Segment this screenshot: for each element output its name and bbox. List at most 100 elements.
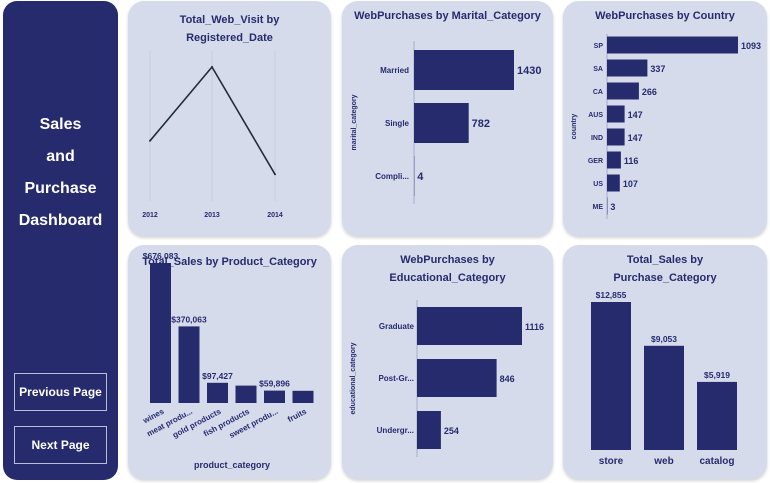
data-label: 782	[472, 118, 490, 130]
dashboard-title-line: and	[46, 148, 75, 165]
category-label: fruits	[286, 407, 308, 425]
data-label: 4	[417, 171, 424, 183]
y-axis-label: educational_category	[350, 342, 357, 414]
chart-title: Total_Sales by Purchase_Category	[563, 251, 767, 287]
bar	[207, 382, 228, 403]
bar	[607, 105, 625, 123]
chart-title-line: Total_Sales by	[626, 254, 704, 266]
card-country: WebPurchases by Country SP 1093 SA 337 CA 266…	[563, 1, 767, 236]
category-label: ME	[593, 204, 604, 211]
data-point	[211, 66, 213, 68]
data-label: $9,053	[651, 334, 677, 344]
data-label: 266	[642, 87, 657, 97]
bar	[607, 82, 639, 100]
category-label: Single	[385, 119, 410, 128]
category-label: store	[599, 456, 624, 467]
data-label: 116	[624, 156, 639, 166]
x-axis-label: product_category	[194, 460, 270, 470]
y-axis-label: country	[571, 114, 578, 140]
data-point	[274, 173, 276, 176]
data-label: $676,083	[143, 251, 179, 261]
category-label: CA	[593, 89, 603, 96]
bar	[417, 411, 441, 449]
category-label: SP	[594, 43, 604, 50]
bar	[607, 59, 648, 77]
next-page-button[interactable]: Next Page	[14, 426, 107, 464]
bar	[607, 128, 625, 146]
data-label: $370,063	[171, 314, 207, 324]
category-label: Post-Gr...	[378, 374, 414, 383]
sidebar: Sales and Purchase Dashboard Previous Pa…	[3, 1, 118, 480]
marital-bar-chart: Married 1430 Single 782 Compli... 4 marital_ca…	[351, 41, 541, 204]
bar	[417, 307, 522, 345]
chart-title-line: WebPurchases by	[400, 254, 495, 266]
bar	[292, 390, 314, 403]
bar	[697, 381, 737, 450]
data-label: $12,855	[596, 290, 627, 300]
card-marital: WebPurchases by Marital_Category Married…	[342, 1, 553, 236]
dashboard-title-line: Sales	[39, 116, 82, 133]
data-label: 107	[623, 179, 638, 189]
data-label: 1116	[525, 322, 544, 332]
data-label: $97,427	[202, 371, 233, 381]
bar	[414, 103, 469, 143]
category-label: GER	[588, 158, 603, 165]
x-tick-label: 2012	[142, 212, 158, 219]
country-bar-chart: SP 1093 SA 337 CA 266 AUS 147 IND 147 GER 116 US 107 M…	[571, 34, 761, 219]
bar	[607, 36, 738, 54]
category-label: Graduate	[379, 322, 415, 331]
chart-title: Total_Sales by Product_Category	[128, 253, 331, 271]
card-web-visit: Total_Web_Visit by Registered_Date 2012 2…	[128, 1, 331, 236]
x-tick-label: 2013	[204, 212, 220, 219]
series-line	[149, 65, 276, 175]
bar	[591, 302, 631, 450]
category-label: AUS	[588, 112, 603, 119]
chart-title: WebPurchases by Educational_Category	[342, 251, 553, 287]
bar	[235, 385, 257, 403]
purchase-bar-chart: $12,855 store $9,053 web $5,919 catalog	[591, 290, 737, 467]
bar	[414, 50, 514, 90]
education-bar-chart: Graduate 1116 Post-Gr... 846 Undergr... 254 ed…	[350, 300, 544, 457]
bar	[644, 345, 684, 450]
y-axis-label: marital_category	[351, 94, 358, 150]
data-label: 1093	[741, 41, 761, 51]
chart-title: Total_Web_Visit by Registered_Date	[128, 11, 331, 47]
chart-title-line: WebPurchases by Country	[595, 10, 735, 22]
data-label: 1430	[517, 65, 541, 77]
chart-title-line: Educational_Category	[389, 272, 506, 284]
data-label: 846	[500, 374, 515, 384]
dashboard-title-line: Purchase	[24, 180, 97, 197]
chart-title: WebPurchases by Marital_Category	[342, 7, 553, 25]
category-label: Compli...	[375, 172, 409, 181]
bar	[417, 359, 497, 397]
data-label: 147	[628, 110, 643, 120]
card-purchase: Total_Sales by Purchase_Category $12,855…	[563, 245, 767, 479]
bar	[178, 326, 200, 403]
x-tick-label: 2014	[267, 212, 283, 219]
data-label: 147	[628, 133, 643, 143]
dashboard-title-line: Dashboard	[18, 212, 103, 229]
chart-title-line: Total_Web_Visit by	[179, 14, 280, 26]
category-label: web	[653, 456, 673, 467]
category-label: SA	[593, 66, 603, 73]
web-visit-line-chart: 2012 2013 2014	[142, 51, 283, 219]
chart-title-line: Registered_Date	[186, 32, 273, 44]
dashboard-title: Sales and Purchase Dashboard	[3, 109, 118, 237]
category-label: catalog	[699, 456, 734, 467]
bar	[150, 263, 171, 403]
data-point	[149, 139, 151, 142]
data-label: $5,919	[704, 370, 730, 380]
bar	[607, 151, 621, 169]
previous-page-button[interactable]: Previous Page	[14, 373, 107, 411]
data-label: 337	[650, 64, 665, 74]
category-label: US	[593, 181, 603, 188]
card-product: Total_Sales by Product_Category $676,083…	[128, 245, 331, 479]
chart-title-line: Total_Sales by Product_Category	[142, 256, 317, 268]
chart-title: WebPurchases by Country	[563, 7, 767, 25]
bar	[607, 174, 620, 192]
data-label: 254	[444, 426, 459, 436]
bar	[264, 390, 285, 403]
category-label: Married	[380, 66, 409, 75]
category-label: IND	[591, 135, 603, 142]
